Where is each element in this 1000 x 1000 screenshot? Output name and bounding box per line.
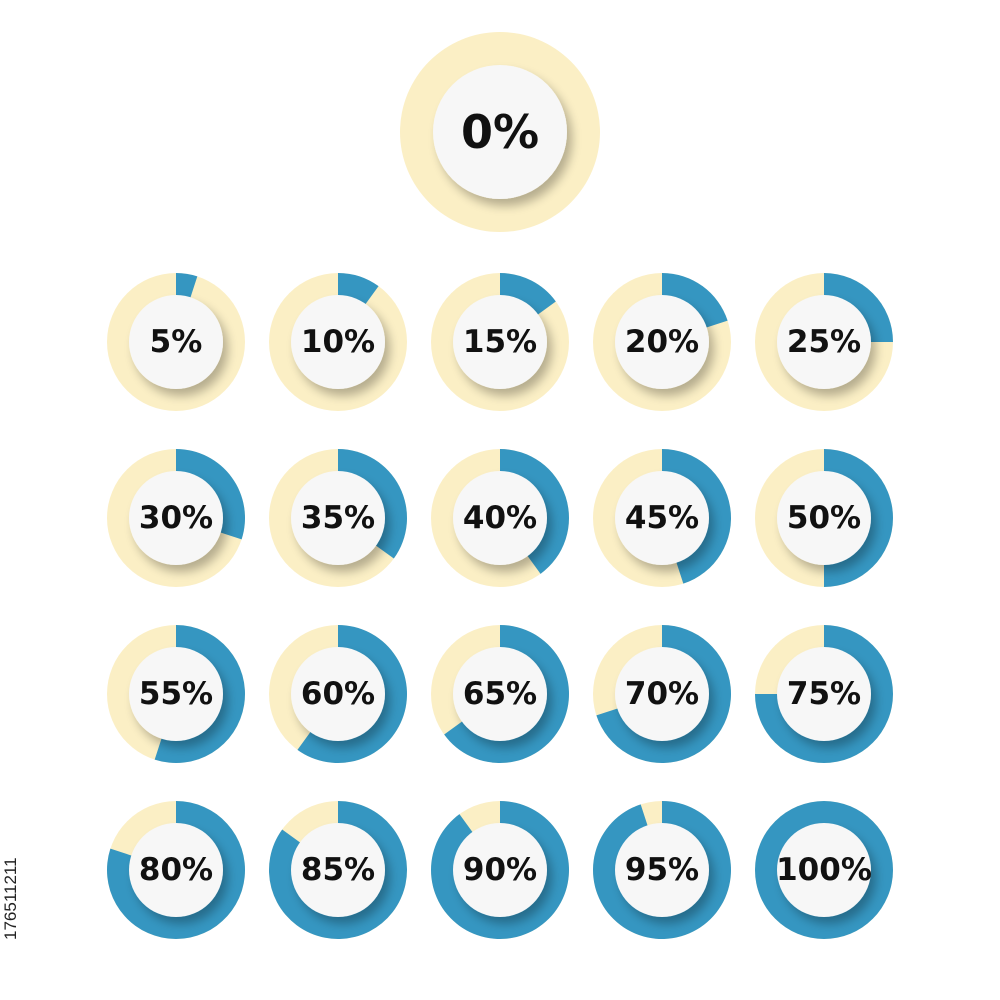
ring-inner-disc — [129, 823, 223, 917]
ring-25: 25% — [755, 273, 893, 411]
ring-inner-disc — [291, 295, 385, 389]
ring-label: 100% — [776, 852, 872, 888]
ring-label: 75% — [787, 676, 861, 712]
ring-85: 85% — [268, 801, 407, 940]
ring-inner-disc — [615, 647, 709, 741]
ring-label: 10% — [301, 324, 375, 360]
ring-inner-disc — [129, 647, 223, 741]
ring-100: 100% — [755, 801, 893, 939]
ring-70: 70% — [593, 625, 731, 763]
ring-inner-disc — [453, 471, 547, 565]
ring-label: 55% — [139, 676, 213, 712]
ring-label: 15% — [463, 324, 537, 360]
ring-0: 0% — [400, 32, 600, 232]
ring-inner-disc — [777, 823, 871, 917]
ring-75: 75% — [755, 625, 893, 763]
ring-label: 90% — [463, 852, 537, 888]
ring-95: 95% — [592, 801, 731, 939]
ring-10: 10% — [269, 273, 407, 411]
ring-inner-disc — [433, 65, 567, 199]
ring-label: 65% — [463, 676, 537, 712]
ring-inner-disc — [777, 647, 871, 741]
ring-40: 40% — [431, 449, 569, 587]
ring-label: 35% — [301, 500, 375, 536]
ring-inner-disc — [291, 823, 385, 917]
ring-inner-disc — [453, 295, 547, 389]
ring-inner-disc — [615, 471, 709, 565]
stock-id-text: 176511211 — [1, 857, 20, 940]
ring-label: 30% — [139, 500, 213, 536]
ring-65: 65% — [431, 625, 569, 764]
ring-label: 85% — [301, 852, 375, 888]
ring-5: 5% — [107, 273, 245, 411]
ring-label: 50% — [787, 500, 861, 536]
ring-inner-disc — [453, 647, 547, 741]
ring-inner-disc — [777, 295, 871, 389]
ring-50: 50% — [755, 449, 893, 587]
ring-inner-disc — [129, 295, 223, 389]
ring-inner-disc — [615, 295, 709, 389]
ring-60: 60% — [269, 625, 407, 763]
ring-label: 20% — [625, 324, 699, 360]
ring-label: 95% — [625, 852, 699, 888]
ring-35: 35% — [269, 449, 407, 587]
ring-label: 60% — [301, 676, 375, 712]
ring-30: 30% — [107, 449, 245, 587]
ring-label: 70% — [625, 676, 699, 712]
ring-90: 90% — [431, 801, 570, 940]
ring-label: 0% — [461, 105, 539, 159]
stock-id-label: 176511211 — [1, 857, 20, 940]
ring-15: 15% — [431, 273, 569, 411]
ring-80: 80% — [107, 801, 246, 939]
ring-55: 55% — [107, 625, 245, 763]
ring-label: 40% — [463, 500, 537, 536]
ring-label: 80% — [139, 852, 213, 888]
ring-inner-disc — [453, 823, 547, 917]
ring-inner-disc — [291, 471, 385, 565]
ring-label: 25% — [787, 324, 861, 360]
ring-inner-disc — [291, 647, 385, 741]
ring-20: 20% — [593, 273, 731, 411]
ring-inner-disc — [129, 471, 223, 565]
ring-inner-disc — [777, 471, 871, 565]
ring-inner-disc — [615, 823, 709, 917]
ring-45: 45% — [593, 449, 731, 587]
ring-label: 5% — [150, 324, 203, 360]
ring-label: 45% — [625, 500, 699, 536]
